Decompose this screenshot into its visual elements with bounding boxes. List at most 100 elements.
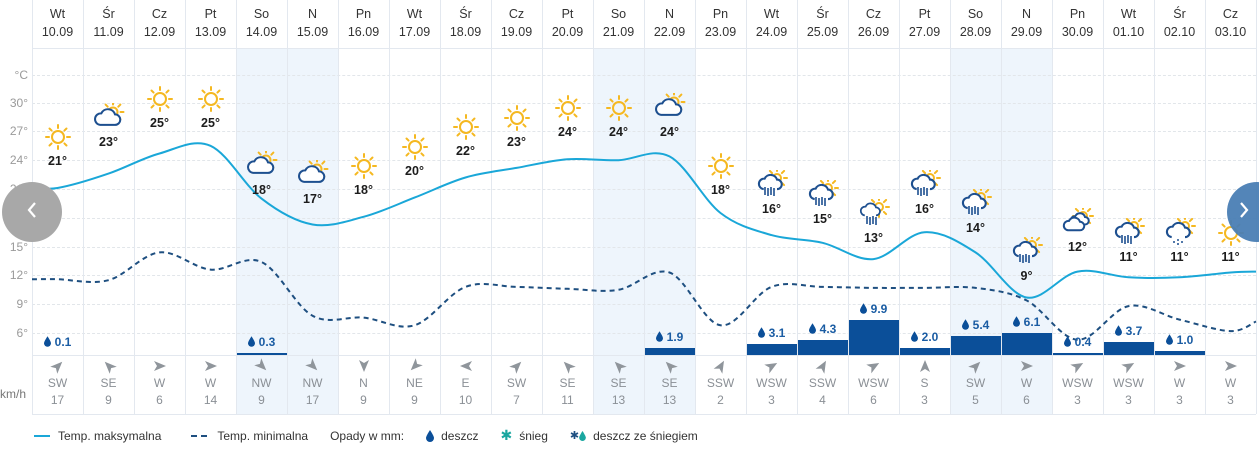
previous-button[interactable] xyxy=(2,182,62,242)
sun-icon xyxy=(185,84,236,112)
wind-direction: W xyxy=(1224,376,1237,390)
wind-direction-arrow-icon xyxy=(763,359,779,375)
weekend-highlight xyxy=(287,48,338,414)
min-temp-line xyxy=(31,251,1257,341)
sun-icon xyxy=(593,93,644,121)
raindrop-icon xyxy=(1063,336,1071,350)
day-date: 23.09 xyxy=(704,25,737,39)
precip-value: 1.0 xyxy=(1176,333,1194,348)
column-divider xyxy=(797,0,798,414)
day-date: 29.09 xyxy=(1010,25,1043,39)
precip-label: 3.1 xyxy=(746,326,797,341)
precip-label: 6.1 xyxy=(1001,315,1052,330)
column-divider xyxy=(542,0,543,414)
day-header: Wt 10.09 xyxy=(32,0,83,48)
raindrop-icon xyxy=(757,327,765,341)
wind-speed: 2 xyxy=(717,393,724,407)
day-of-week: Pn xyxy=(355,7,372,21)
precip-value: 4.3 xyxy=(819,321,837,336)
day-date: 16.09 xyxy=(347,25,380,39)
precip-label: 1.9 xyxy=(644,330,695,345)
wind-direction: WSW xyxy=(756,376,787,390)
precip-label: 0.1 xyxy=(32,335,83,350)
wind-direction: SSW xyxy=(706,376,735,390)
wind-direction: W xyxy=(204,376,217,390)
y-axis-tick: 24° xyxy=(9,153,28,167)
wind-direction-arrow-icon xyxy=(918,359,932,375)
raindrop-icon xyxy=(247,336,255,350)
day-of-week: Wt xyxy=(1120,7,1137,21)
chevron-right-icon xyxy=(1238,199,1250,225)
sun-icon xyxy=(695,151,746,179)
precip-bar xyxy=(951,335,1001,355)
wind-cell: WSW 3 xyxy=(1103,356,1154,414)
column-divider xyxy=(287,0,288,414)
column-divider xyxy=(491,0,492,414)
day-header: Pt 13.09 xyxy=(185,0,236,48)
max-temp-label: 18° xyxy=(354,183,373,197)
day-date: 10.09 xyxy=(41,25,74,39)
max-temp-label: 21° xyxy=(48,154,67,168)
column-divider xyxy=(950,0,951,414)
day-date: 30.09 xyxy=(1061,25,1094,39)
wind-direction-arrow-icon xyxy=(357,359,371,375)
wind-speed: 10 xyxy=(458,393,473,407)
wind-speed: 9 xyxy=(411,393,418,407)
wind-direction-arrow-icon xyxy=(153,359,167,375)
precip-label: 3.7 xyxy=(1103,324,1154,339)
day-header: Śr 02.10 xyxy=(1154,0,1205,48)
chart-bottom-divider xyxy=(32,355,1256,356)
precip-value: 0.4 xyxy=(1074,335,1092,349)
day-of-week: So xyxy=(610,7,627,21)
max-temp-label: 23° xyxy=(507,135,526,149)
day-header: So 28.09 xyxy=(950,0,1001,48)
wind-speed: 3 xyxy=(921,393,928,407)
y-axis-tick: 30° xyxy=(9,96,28,110)
wind-cell: SSW 4 xyxy=(797,356,848,414)
day-header: Pt 20.09 xyxy=(542,0,593,48)
day-date: 13.09 xyxy=(194,25,227,39)
day-date: 03.10 xyxy=(1214,25,1247,39)
chart-legend: Temp. maksymalna Temp. minimalna Opady w… xyxy=(34,427,720,444)
wind-speed: 6 xyxy=(870,393,877,407)
wind-direction-arrow-icon xyxy=(1173,359,1187,375)
day-header: N 29.09 xyxy=(1001,0,1052,48)
day-header: Śr 11.09 xyxy=(83,0,134,48)
precip-bar xyxy=(1104,341,1154,355)
precip-value: 3.7 xyxy=(1125,323,1143,338)
solid-line-icon xyxy=(34,434,50,437)
wind-speed: 7 xyxy=(513,393,520,407)
day-header: Pn 30.09 xyxy=(1052,0,1103,48)
precip-bar xyxy=(645,348,695,355)
day-date: 02.10 xyxy=(1163,25,1196,39)
raindrop-icon xyxy=(1165,334,1173,348)
column-divider xyxy=(1001,0,1002,414)
chevron-left-icon xyxy=(26,199,38,225)
precip-label: 9.9 xyxy=(848,302,899,317)
day-of-week: Pt xyxy=(561,7,574,21)
wind-cell: SW 17 xyxy=(32,356,83,414)
day-of-week: Pn xyxy=(1069,7,1086,21)
cloudy-icon xyxy=(1052,208,1103,236)
column-divider xyxy=(134,0,135,414)
max-temp-label: 17° xyxy=(303,192,322,206)
wind-speed: 17 xyxy=(305,393,320,407)
day-header: Pn 23.09 xyxy=(695,0,746,48)
wind-speed: 9 xyxy=(258,393,265,407)
day-date: 15.09 xyxy=(296,25,329,39)
wind-direction: W xyxy=(1173,376,1186,390)
legend-precip-label: Opady w mm: xyxy=(330,428,405,443)
column-divider xyxy=(644,0,645,414)
header-divider xyxy=(32,48,1256,49)
raindrop-icon xyxy=(808,322,816,337)
y-axis-unit: °C xyxy=(14,68,28,82)
wind-speed: 3 xyxy=(1176,393,1183,407)
wind-cell: SE 13 xyxy=(593,356,644,414)
day-of-week: So xyxy=(253,7,270,21)
wind-direction: WSW xyxy=(1113,376,1144,390)
precip-value: 9.9 xyxy=(870,301,888,316)
day-header: Śr 18.09 xyxy=(440,0,491,48)
rain-icon xyxy=(1103,218,1154,246)
day-of-week: Pt xyxy=(918,7,931,21)
